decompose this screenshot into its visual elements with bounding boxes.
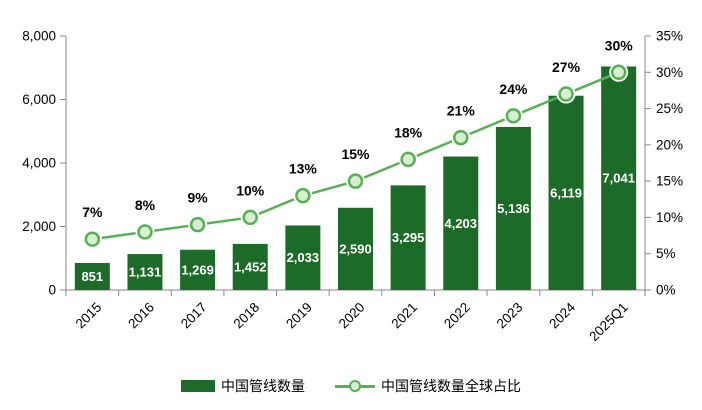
bar-value-label: 2,590 [339,241,372,256]
line-marker [400,151,416,168]
y-axis-left-label: 6,000 [22,92,56,107]
y-axis-right-label: 5% [656,246,676,261]
x-tick-label: 2019 [283,300,315,332]
bar [232,243,268,290]
y-axis-left-label: 8,000 [22,29,56,44]
line-marker [189,216,206,233]
legend-item-line-series: 中国管线数量全球占比 [335,376,521,396]
line-marker [137,224,153,240]
line-point-label: 9% [187,190,208,206]
bar [390,185,426,290]
bar-value-label: 4,203 [444,216,477,231]
bar [180,249,216,290]
x-tick-label: 2018 [230,300,262,332]
line-point-label: 24% [499,81,528,97]
line-point-label: 15% [341,146,370,162]
bar-value-label: 6,119 [550,185,582,200]
legend-item-bar-series: 中国管线数量 [181,376,305,396]
x-tick-label: 2015 [73,300,105,332]
bar-value-label: 3,295 [392,230,425,245]
x-tick-label: 2016 [125,300,157,332]
bar [338,207,373,290]
bar-value-label: 1,131 [129,265,162,280]
y-axis-right-label: 0% [656,283,676,298]
bar-value-label: 1,269 [181,262,214,277]
line-marker [453,129,469,146]
line-marker [610,64,627,81]
bar [285,225,321,290]
line-point-label: 21% [447,103,476,119]
line-marker [295,187,311,204]
x-tick-label: 2023 [494,300,526,332]
bar [127,254,163,290]
bar [443,156,479,290]
line-point-label: 18% [394,124,423,140]
plot-area: 0 2,000 4,000 6,000 8,000 0% 5% 10% 15% 20% 25% 30%… [22,29,683,345]
line-point-label: 30% [605,37,634,53]
line-marker [242,209,258,226]
y-axis-right-label: 15% [656,174,683,189]
x-tick-label: 2025Q1 [586,300,631,345]
line-marker [84,231,101,247]
y-axis-right-label: 20% [656,137,683,152]
bar [495,126,531,290]
legend: 中国管线数量 中国管线数量全球占比 [0,376,702,396]
line-point-label: 7% [82,204,103,220]
bar [74,262,110,290]
x-tick-label: 2017 [178,300,210,332]
bar-value-label: 5,136 [497,201,530,216]
x-tick-label: 2024 [546,299,578,331]
line-series-swatch [335,378,375,394]
y-axis-right-label: 30% [656,65,683,80]
y-axis-right-label: 25% [656,101,683,116]
x-tick-label: 2021 [388,300,420,332]
line-marker [505,108,522,124]
line-series-label: 中国管线数量全球占比 [381,378,521,394]
y-axis-left-label: 2,000 [22,219,56,234]
line-point-label: 27% [552,59,581,75]
y-axis-right-label: 35% [656,29,683,44]
line-point-label: 10% [236,182,265,198]
bar [548,95,584,291]
x-tick-label: 2020 [336,300,368,332]
y-axis-left-label: 4,000 [22,156,56,171]
line-swatch-marker-icon [349,380,361,392]
bar-series-swatch [181,380,215,392]
bar-value-label: 1,452 [234,259,267,274]
line-marker [558,86,574,102]
line-point-label: 8% [135,197,156,213]
line-marker [347,173,364,189]
bar-value-label: 851 [81,269,103,284]
line-point-label: 13% [289,161,318,177]
bar-value-label: 2,033 [287,250,320,265]
bar-series-label: 中国管线数量 [221,378,305,394]
bar [601,66,637,291]
bar-value-label: 7,041 [602,171,635,186]
y-axis-left-label: 0 [48,283,56,298]
y-axis-right-label: 10% [656,210,683,225]
x-tick-label: 2022 [441,300,473,332]
